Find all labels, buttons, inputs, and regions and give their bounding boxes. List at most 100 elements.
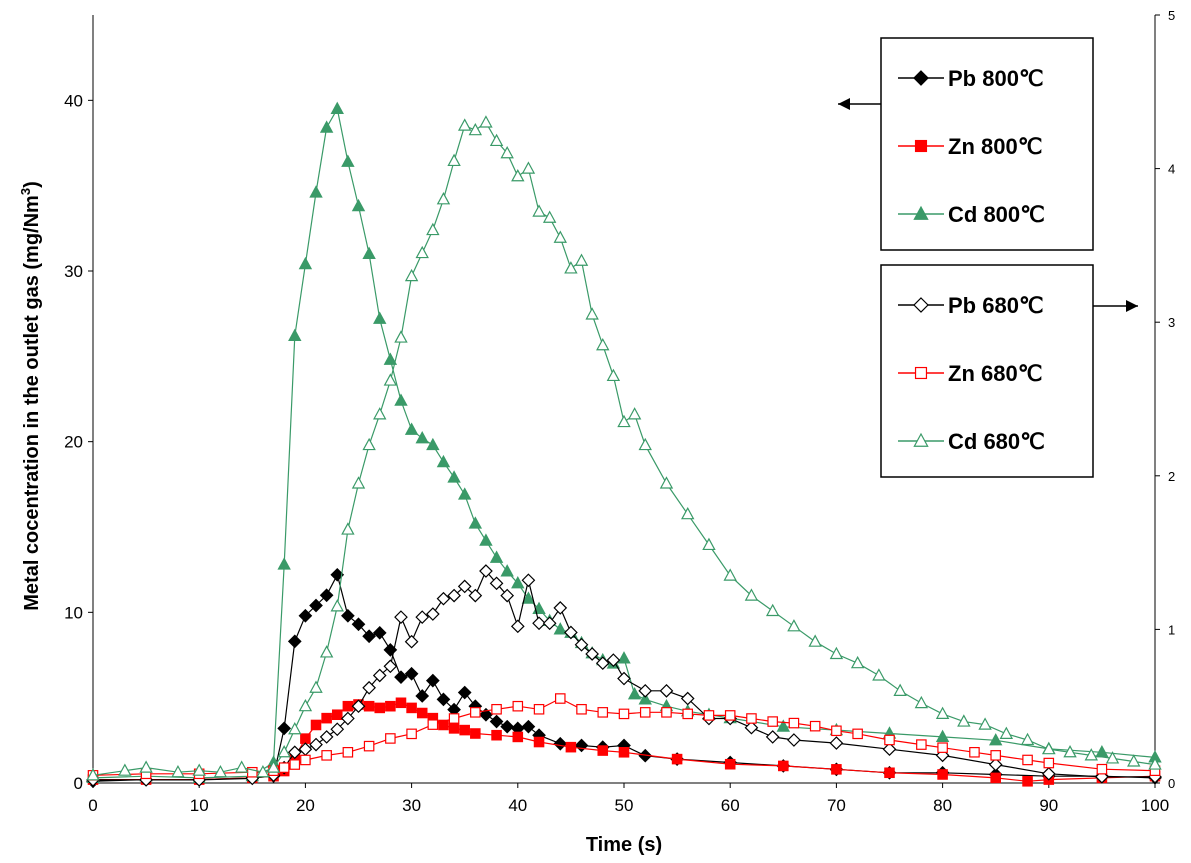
data-point (426, 222, 440, 236)
data-point (171, 764, 185, 778)
x-tick-label: 70 (827, 796, 846, 815)
data-point (310, 719, 322, 731)
legend-marker (913, 432, 929, 447)
data-point (585, 307, 599, 320)
data-point (470, 728, 481, 739)
data-point (778, 760, 789, 772)
data-point (448, 713, 460, 724)
data-point (618, 746, 630, 758)
data-point (935, 706, 950, 719)
data-point (341, 522, 355, 535)
data-point (479, 115, 493, 128)
data-point (298, 608, 313, 623)
data-point (300, 754, 311, 766)
data-point (426, 437, 440, 451)
data-point (511, 576, 525, 589)
x-tick-label: 50 (615, 796, 634, 815)
data-point (638, 437, 652, 451)
data-point (937, 769, 948, 780)
data-point (330, 101, 344, 114)
y-axis-title-close: ) (21, 181, 43, 188)
data-point (746, 713, 757, 724)
y-right-tick-label: 5 (1168, 8, 1175, 23)
data-point (765, 603, 780, 617)
data-point (298, 256, 313, 270)
data-point (576, 703, 587, 715)
data-point (309, 737, 323, 752)
data-point (319, 588, 334, 603)
axes: 0 10 20 30 40 50 60 70 80 90 100 0 10 20 30 40 0 1 2 3 4 5 (64, 8, 1175, 815)
data-point (521, 591, 536, 604)
data-point (406, 728, 417, 740)
data-point (872, 668, 886, 681)
data-point (278, 762, 290, 773)
data-point (383, 659, 398, 674)
legend-marker (913, 70, 929, 86)
series-layer (86, 101, 1162, 789)
data-point (436, 591, 451, 606)
data-point (436, 692, 451, 707)
data-point (321, 712, 332, 724)
data-point (277, 745, 291, 758)
y-left-tick-label: 10 (64, 603, 83, 622)
data-point (298, 698, 313, 712)
data-point (829, 646, 844, 660)
data-point (309, 185, 323, 198)
data-point (309, 598, 323, 613)
data-point (415, 610, 430, 624)
data-point (374, 702, 386, 714)
data-point (331, 709, 343, 721)
legend-marker (913, 297, 929, 313)
data-point (385, 733, 396, 744)
data-point (500, 588, 515, 603)
data-point (300, 733, 311, 744)
data-point (1043, 757, 1055, 769)
data-point (542, 616, 557, 631)
data-point (373, 407, 387, 420)
legend-arrow-left (838, 98, 881, 110)
data-point (500, 719, 515, 734)
data-point (500, 145, 514, 159)
data-point (266, 760, 281, 773)
data-point (532, 204, 546, 217)
data-point (882, 742, 897, 757)
data-point (256, 764, 270, 778)
x-tick-label: 10 (190, 796, 209, 815)
data-point (595, 656, 610, 671)
data-point (659, 476, 674, 489)
data-point (617, 671, 631, 686)
data-point (831, 764, 842, 775)
data-point (521, 573, 536, 588)
x-tick-label: 0 (88, 796, 97, 815)
data-point (681, 506, 695, 520)
data-point (362, 680, 376, 695)
data-point (321, 750, 332, 761)
legend-label: Cd 800℃ (948, 202, 1045, 227)
data-point (1022, 776, 1033, 787)
data-point (597, 707, 609, 718)
data-point (574, 738, 589, 753)
data-point (884, 734, 895, 746)
data-point (438, 719, 449, 731)
x-tick-label: 40 (508, 796, 527, 815)
data-point (491, 703, 502, 715)
series-cd-680 (86, 115, 1162, 781)
x-tick-label: 60 (721, 796, 740, 815)
data-point (436, 192, 451, 205)
data-point (489, 133, 504, 147)
data-point (500, 564, 514, 577)
data-point (765, 730, 780, 744)
data-point (988, 757, 1003, 772)
data-point (479, 533, 493, 546)
data-point (394, 393, 408, 406)
data-point (680, 691, 695, 706)
legend-label: Pb 680℃ (948, 293, 1044, 318)
data-point (787, 619, 801, 632)
data-point (639, 707, 651, 718)
data-point (935, 729, 950, 743)
data-point (850, 655, 865, 669)
data-point (914, 695, 929, 709)
data-point (969, 746, 980, 758)
data-point (436, 454, 451, 468)
